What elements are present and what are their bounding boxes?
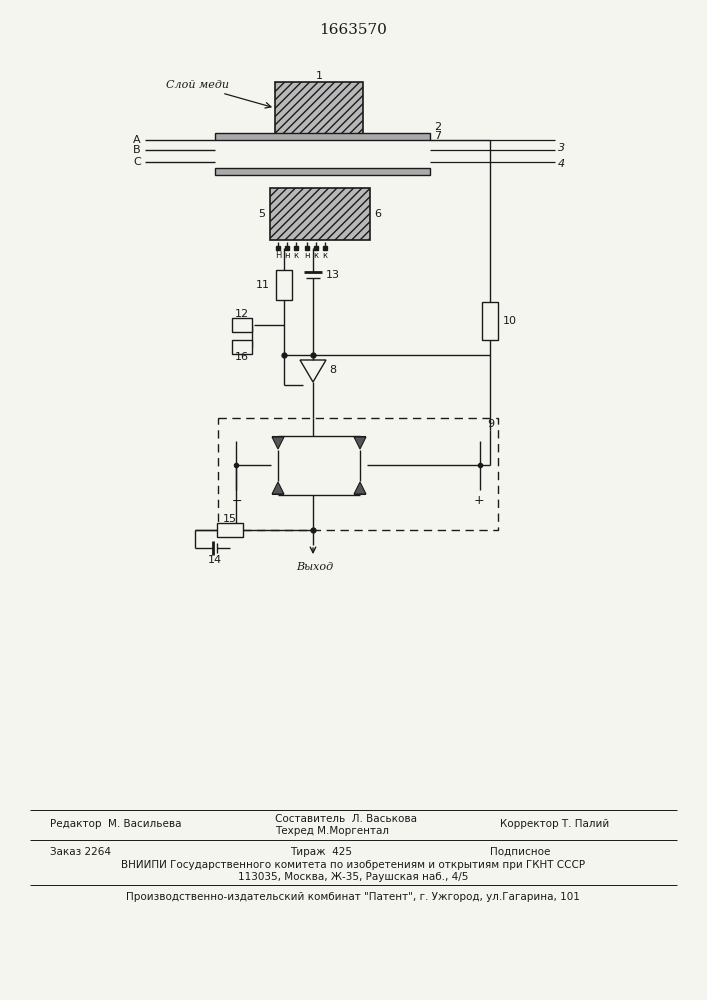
Text: Подписное: Подписное bbox=[490, 847, 550, 857]
Text: B: B bbox=[134, 145, 141, 155]
Text: Техред М.Моргентал: Техред М.Моргентал bbox=[275, 826, 389, 836]
Text: 4: 4 bbox=[558, 159, 565, 169]
Text: 8: 8 bbox=[329, 365, 336, 375]
Bar bbox=[232, 340, 252, 354]
Bar bbox=[270, 188, 370, 240]
Text: к: к bbox=[313, 251, 319, 260]
Text: 11: 11 bbox=[256, 280, 270, 290]
Text: +: + bbox=[474, 494, 484, 508]
Bar bbox=[217, 523, 243, 537]
Bar bbox=[482, 302, 498, 340]
Polygon shape bbox=[354, 437, 366, 449]
Text: 16: 16 bbox=[235, 352, 249, 362]
Text: Н: Н bbox=[275, 251, 281, 260]
Polygon shape bbox=[272, 482, 284, 494]
Text: 14: 14 bbox=[208, 555, 222, 565]
Text: Редактор  М. Васильева: Редактор М. Васильева bbox=[50, 819, 182, 829]
Bar bbox=[215, 168, 430, 175]
Text: 5: 5 bbox=[258, 209, 265, 219]
Text: Выход: Выход bbox=[296, 562, 334, 572]
Text: 1: 1 bbox=[315, 71, 322, 81]
Text: 6: 6 bbox=[374, 209, 381, 219]
Text: 15: 15 bbox=[223, 514, 237, 524]
Text: −: − bbox=[232, 494, 243, 508]
Text: 2: 2 bbox=[434, 122, 441, 132]
Text: 9: 9 bbox=[487, 419, 494, 429]
Text: к: к bbox=[293, 251, 298, 260]
Text: Производственно-издательский комбинат "Патент", г. Ужгород, ул.Гагарина, 101: Производственно-издательский комбинат "П… bbox=[126, 892, 580, 902]
Text: Слой меди: Слой меди bbox=[167, 80, 230, 90]
Bar bbox=[275, 82, 363, 134]
Text: к: к bbox=[322, 251, 327, 260]
Text: Заказ 2264: Заказ 2264 bbox=[50, 847, 111, 857]
Text: 1663570: 1663570 bbox=[319, 23, 387, 37]
Text: ВНИИПИ Государственного комитета по изобретениям и открытиям при ГКНТ СССР: ВНИИПИ Государственного комитета по изоб… bbox=[121, 860, 585, 870]
Text: 113035, Москва, Ж-35, Раушская наб., 4/5: 113035, Москва, Ж-35, Раушская наб., 4/5 bbox=[238, 872, 468, 882]
Text: Тираж  425: Тираж 425 bbox=[290, 847, 352, 857]
Text: 13: 13 bbox=[326, 270, 340, 280]
Text: A: A bbox=[134, 135, 141, 145]
Text: C: C bbox=[133, 157, 141, 167]
Text: н: н bbox=[304, 251, 310, 260]
Bar bbox=[276, 270, 292, 300]
Bar bbox=[215, 133, 430, 140]
Text: н: н bbox=[284, 251, 290, 260]
Polygon shape bbox=[354, 482, 366, 494]
Text: Составитель  Л. Васькова: Составитель Л. Васькова bbox=[275, 814, 417, 824]
Bar bbox=[218, 418, 498, 530]
Polygon shape bbox=[272, 437, 284, 449]
Text: 10: 10 bbox=[503, 316, 517, 326]
Text: Корректор Т. Палий: Корректор Т. Палий bbox=[500, 819, 609, 829]
Bar bbox=[232, 318, 252, 332]
Text: 7: 7 bbox=[434, 131, 441, 141]
Text: 12: 12 bbox=[235, 309, 249, 319]
Text: 3: 3 bbox=[558, 143, 565, 153]
